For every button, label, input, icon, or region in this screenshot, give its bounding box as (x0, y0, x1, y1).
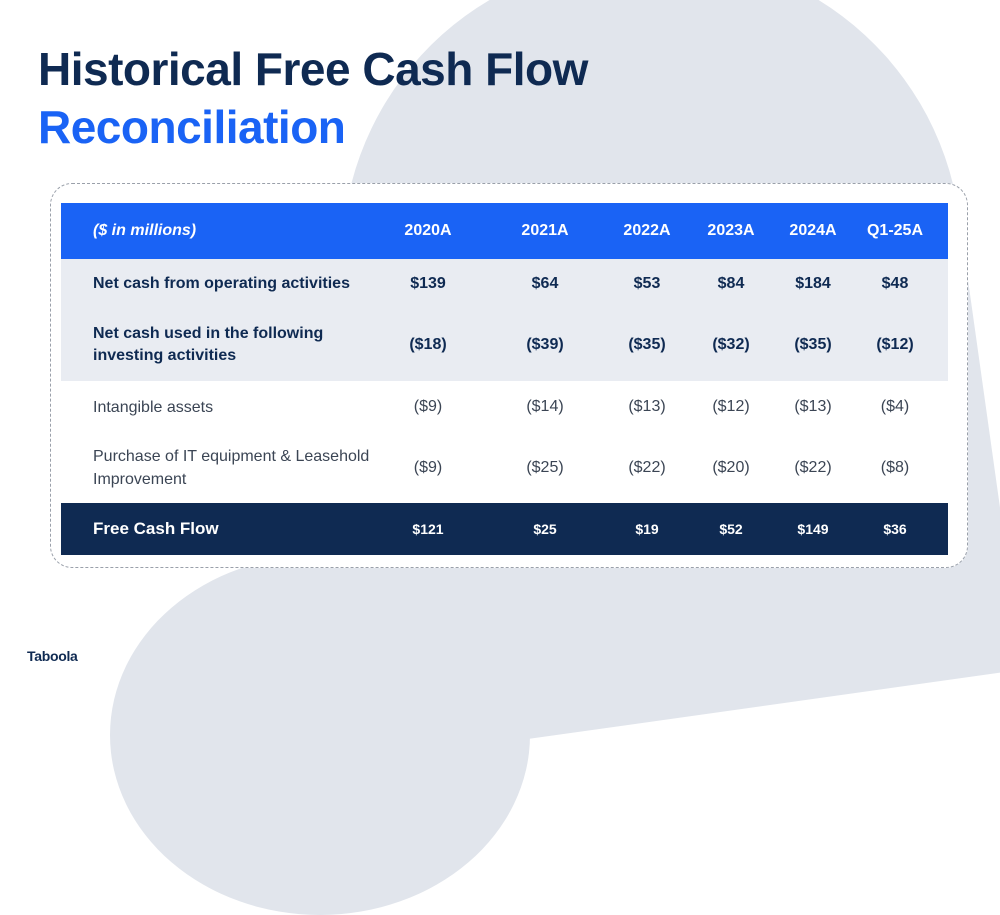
row-label: Purchase of IT equipment & Leasehold Imp… (93, 448, 370, 488)
table-cell: $84 (717, 275, 745, 292)
row-label: Net cash used in the following investing… (93, 325, 324, 364)
title-line-1: Historical Free Cash Flow (38, 43, 588, 95)
table-cell: ($9) (413, 459, 443, 476)
table-row-intangible: Intangible assets ($9) ($14) ($13) ($12)… (61, 381, 948, 433)
table-cell: $149 (797, 521, 829, 537)
background-shape-bottom (110, 555, 530, 915)
table-row-it-equipment: Purchase of IT equipment & Leasehold Imp… (61, 433, 948, 503)
table-cell: $19 (635, 521, 659, 537)
column-header: 2022A (623, 222, 671, 239)
column-header: 2024A (789, 222, 837, 239)
table-cell: $184 (795, 275, 831, 292)
title-line-2: Reconciliation (38, 101, 346, 153)
table-cell: $139 (410, 275, 446, 292)
table-cell: $64 (531, 275, 559, 292)
table-cell: ($13) (628, 398, 666, 415)
table-cell: ($12) (712, 398, 750, 415)
table-cell: ($4) (880, 398, 910, 415)
table-row-free-cash-flow: Free Cash Flow $121 $25 $19 $52 $149 $36 (61, 503, 948, 555)
table-row-operating: Net cash from operating activities $139 … (61, 259, 948, 309)
table-cell: ($9) (413, 398, 443, 415)
table-cell: ($25) (526, 459, 564, 476)
table-row-investing: Net cash used in the following investing… (61, 309, 948, 381)
row-label: Net cash from operating activities (93, 275, 350, 292)
table-header-row: ($ in millions) 2020A 2021A 2022A 2023A … (61, 203, 948, 259)
table-cell: $36 (883, 521, 907, 537)
table-cell: $48 (881, 275, 909, 292)
table-cell: ($35) (794, 336, 832, 353)
units-label: ($ in millions) (93, 222, 197, 239)
table-cell: $53 (633, 275, 661, 292)
column-header: 2023A (707, 222, 755, 239)
row-label: Intangible assets (93, 398, 214, 416)
table-cell: $52 (719, 521, 743, 537)
column-header: 2021A (521, 222, 569, 239)
table-cell: ($22) (628, 459, 666, 476)
table-cell: ($18) (409, 336, 447, 353)
table-cell: ($22) (794, 459, 832, 476)
cash-flow-table: ($ in millions) 2020A 2021A 2022A 2023A … (61, 203, 948, 555)
table-cell: ($35) (628, 336, 666, 353)
taboola-logo: Taboola (27, 648, 78, 664)
page-title: Historical Free Cash Flow Reconciliation (38, 40, 588, 156)
table-cell: $121 (412, 521, 444, 537)
row-label: Free Cash Flow (93, 519, 219, 538)
table-cell: $25 (533, 521, 557, 537)
table-cell: ($8) (880, 459, 910, 476)
table-cell: ($14) (526, 398, 564, 415)
table-cell: ($12) (876, 336, 914, 353)
table-cell: ($39) (526, 336, 564, 353)
column-header: Q1-25A (866, 222, 924, 239)
table-cell: ($32) (712, 336, 750, 353)
table-cell: ($13) (794, 398, 832, 415)
table-cell: ($20) (712, 459, 750, 476)
column-header: 2020A (404, 222, 452, 239)
